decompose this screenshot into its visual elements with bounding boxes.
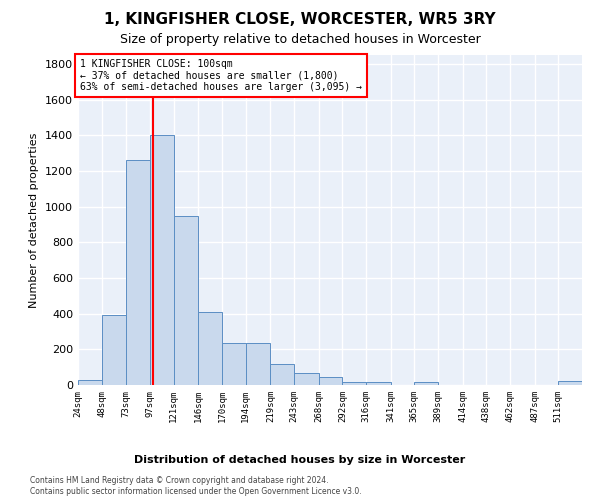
Bar — [102, 316, 126, 385]
Bar — [222, 343, 245, 385]
Bar — [150, 136, 173, 385]
Bar — [246, 343, 270, 385]
Y-axis label: Number of detached properties: Number of detached properties — [29, 132, 40, 308]
Text: 1 KINGFISHER CLOSE: 100sqm
← 37% of detached houses are smaller (1,800)
63% of s: 1 KINGFISHER CLOSE: 100sqm ← 37% of deta… — [80, 58, 362, 92]
Bar — [366, 382, 391, 385]
Bar — [174, 216, 198, 385]
Bar — [78, 380, 101, 385]
Text: Distribution of detached houses by size in Worcester: Distribution of detached houses by size … — [134, 455, 466, 465]
Text: Contains HM Land Registry data © Crown copyright and database right 2024.: Contains HM Land Registry data © Crown c… — [30, 476, 329, 485]
Bar — [199, 312, 222, 385]
Bar — [559, 382, 582, 385]
Text: 1, KINGFISHER CLOSE, WORCESTER, WR5 3RY: 1, KINGFISHER CLOSE, WORCESTER, WR5 3RY — [104, 12, 496, 28]
Bar — [127, 160, 150, 385]
Text: Size of property relative to detached houses in Worcester: Size of property relative to detached ho… — [119, 32, 481, 46]
Bar — [294, 372, 319, 385]
Bar — [271, 364, 294, 385]
Bar — [343, 382, 366, 385]
Text: Contains public sector information licensed under the Open Government Licence v3: Contains public sector information licen… — [30, 488, 362, 496]
Bar — [415, 382, 438, 385]
Bar — [319, 377, 342, 385]
